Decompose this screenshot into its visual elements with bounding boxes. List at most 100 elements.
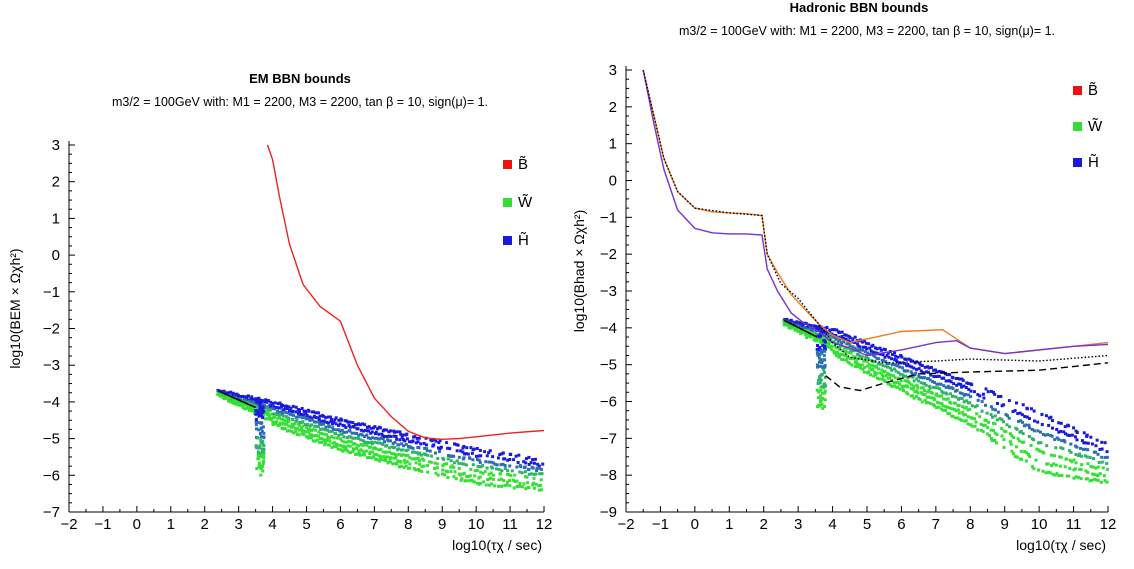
had-scatter-point xyxy=(929,396,933,400)
had-scatter-point xyxy=(995,441,999,445)
em-scatter-point xyxy=(355,423,359,427)
had-scatter-point xyxy=(818,345,822,349)
em-scatter-point xyxy=(294,430,298,434)
em-y-tick-label: −1 xyxy=(43,284,60,301)
had-scatter-point xyxy=(1084,441,1088,445)
had-scatter-point xyxy=(913,390,917,394)
had-scatter-point xyxy=(819,330,823,334)
had-scatter-point xyxy=(916,391,920,395)
em-scatter-point xyxy=(371,450,375,454)
em-scatter-point xyxy=(278,401,282,405)
em-scatter-point xyxy=(487,460,491,464)
em-scatter-point xyxy=(342,430,346,434)
had-scatter-point xyxy=(944,379,948,383)
had-scatter-point xyxy=(820,397,824,401)
em-scatter-point xyxy=(262,413,266,417)
had-scatter-point xyxy=(889,373,893,377)
em-scatter-point xyxy=(342,424,346,428)
had-scatter-point xyxy=(858,363,862,367)
em-scatter-point xyxy=(337,433,341,437)
em-scatter-point xyxy=(297,410,301,414)
had-scatter-point xyxy=(1053,437,1057,441)
had-scatter-point xyxy=(862,339,866,343)
em-scatter-point xyxy=(301,424,305,428)
had-scatter-point xyxy=(821,407,825,411)
had-scatter-point xyxy=(954,389,958,393)
had-scatter-point xyxy=(873,346,877,350)
had-scatter-point xyxy=(1070,460,1074,464)
had-scatter-point xyxy=(910,383,914,387)
em-scatter-point xyxy=(285,429,289,433)
had-scatter-point xyxy=(1094,444,1098,448)
had-scatter-point xyxy=(890,368,894,372)
em-scatter-point xyxy=(257,452,261,456)
em-scatter-point xyxy=(375,436,379,440)
had-scatter-point xyxy=(892,384,896,388)
had-scatter-point xyxy=(891,374,895,378)
had-scatter-point xyxy=(1059,429,1063,433)
had-scatter-point xyxy=(807,323,811,327)
had-scatter-point xyxy=(830,348,834,352)
em-scatter-point xyxy=(308,415,312,419)
had-scatter-point xyxy=(806,326,810,330)
em-scatter-point xyxy=(275,412,279,416)
had-scatter-point xyxy=(832,349,836,353)
had-scatter-point xyxy=(1082,431,1086,435)
had-scatter-point xyxy=(1075,445,1079,449)
em-scatter-point xyxy=(290,430,294,434)
had-scatter-point xyxy=(912,384,916,388)
had-scatter-point xyxy=(950,407,954,411)
had-scatter-point xyxy=(1067,433,1071,437)
had-scatter-point xyxy=(920,386,924,390)
em-scatter-point xyxy=(359,448,363,452)
had-scatter-point xyxy=(928,386,932,390)
em-scatter-point xyxy=(365,449,369,453)
had-scatter-point xyxy=(973,405,977,409)
had-scatter-point xyxy=(803,326,807,330)
em-scatter-point xyxy=(281,417,285,421)
em-scatter-point xyxy=(458,473,462,477)
em-scatter-point xyxy=(293,426,297,430)
em-scatter-point xyxy=(473,469,477,473)
had-scatter-point xyxy=(848,344,852,348)
had-scatter-point xyxy=(815,339,819,343)
had-scatter-point xyxy=(844,333,848,337)
had-scatter-point xyxy=(1019,430,1023,434)
em-scatter-point xyxy=(401,433,405,437)
had-scatter-point xyxy=(823,336,827,340)
em-scatter-point xyxy=(461,450,465,454)
had-scatter-point xyxy=(986,426,990,430)
had-scatter-point xyxy=(924,383,928,387)
had-scatter-point xyxy=(1024,451,1028,455)
had-scatter-point xyxy=(898,387,902,391)
had-scatter-point xyxy=(860,355,864,359)
em-scatter-point xyxy=(497,484,501,488)
had-scatter-point xyxy=(871,360,875,364)
had-scatter-point xyxy=(1004,430,1008,434)
em-scatter-point xyxy=(406,453,410,457)
had-scatter-point xyxy=(1051,472,1055,476)
em-scatter-point xyxy=(385,434,389,438)
em-scatter-point xyxy=(269,400,273,404)
em-x-tick-label: 8 xyxy=(404,516,412,533)
em-scatter-point xyxy=(393,440,397,444)
had-y-axis-label: log10(Bhad × Ωχh²) xyxy=(571,210,587,333)
em-scatter-point xyxy=(254,409,258,413)
had-scatter-point xyxy=(846,360,850,364)
had-scatter-point xyxy=(1015,401,1019,405)
em-scatter-point xyxy=(420,469,424,473)
had-scatter-point xyxy=(962,400,966,404)
em-scatter-point xyxy=(258,398,262,402)
had-scatter-point xyxy=(944,405,948,409)
had-scatter-point xyxy=(1074,453,1078,457)
em-scatter-point xyxy=(434,439,438,443)
em-scatter-point xyxy=(360,433,364,437)
em-scatter-point xyxy=(226,395,230,399)
em-scatter-point xyxy=(241,406,245,410)
em-scatter-point xyxy=(474,454,478,458)
em-scatter-point xyxy=(266,399,270,403)
had-scatter-point xyxy=(1068,467,1072,471)
em-scatter-point xyxy=(506,469,510,473)
em-scatter-point xyxy=(257,428,261,432)
em-scatter-point xyxy=(378,426,382,430)
